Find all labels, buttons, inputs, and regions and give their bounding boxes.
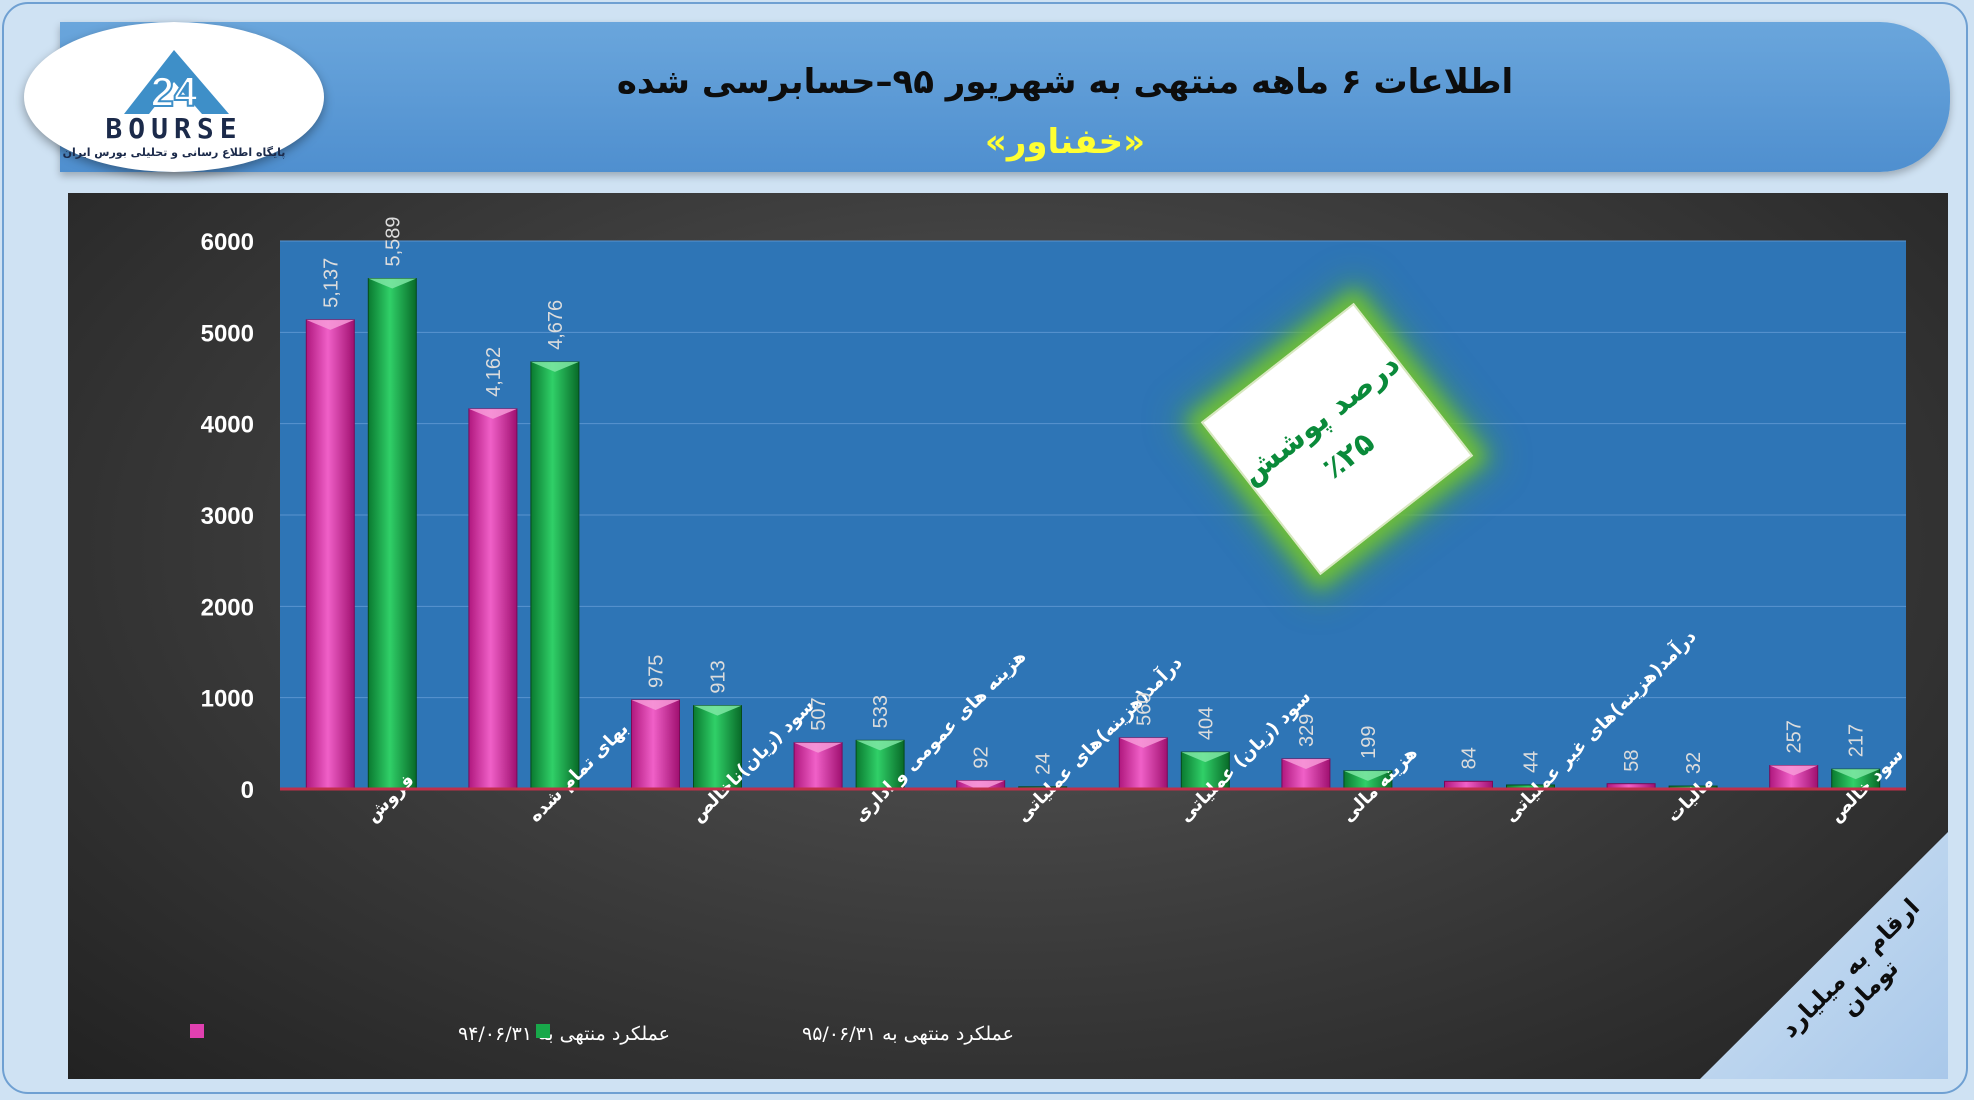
bar-cap-series-1 [794,742,843,753]
y-tick-label: 5000 [201,320,254,347]
title-banner: اطلاعات ۶ ماهه منتهی به شهریور ۹۵–حسابرس… [60,22,1950,172]
data-label-series-1: 975 [646,655,668,688]
y-tick-label: 4000 [201,412,254,439]
company-name: «خفناور» [984,122,1146,162]
bar-series-2 [530,361,580,790]
bar-series-2 [367,278,417,790]
bar-cap-series-2 [1831,769,1880,780]
y-tick-label: 2000 [201,594,254,621]
y-tick-label: 0 [241,777,254,804]
legend-label-series-2: عملکرد منتهی به ۹۵/۰۶/۳۱ [802,1023,1014,1045]
bar-cap-series-1 [1769,765,1818,776]
bar-cap-series-1 [956,780,1005,791]
data-label-series-1: 58 [1621,749,1643,771]
data-label-series-1: 4,162 [483,347,505,397]
logo-tagline: پایگاه اطلاع رسانی و تحلیلی بورس ایران [62,146,286,159]
bar-cap-series-1 [468,408,517,419]
chart-title: اطلاعات ۶ ماهه منتهی به شهریور ۹۵–حسابرس… [616,62,1514,102]
y-tick-label: 3000 [201,503,254,530]
bar-cap-series-2 [693,705,742,716]
legend-label-series-1: عملکرد منتهی به ۹۴/۰۶/۳۱ [458,1023,670,1045]
bar-series-1 [631,699,680,790]
bourse24-logo: 24 BOURSE پایگاه اطلاع رسانی و تحلیلی بو… [24,22,324,172]
data-label-series-1: 92 [971,746,993,768]
legend-swatch-series-2 [536,1024,550,1038]
data-label-series-2: 4,676 [545,300,567,350]
data-label-series-2: 32 [1683,752,1705,774]
data-label-series-2: 533 [870,695,892,728]
logo-number: 24 [151,68,198,115]
data-label-series-2: 404 [1195,707,1217,740]
bar-cap-series-1 [306,319,355,330]
bar-series-1 [305,319,355,790]
bar-cap-series-1 [1119,737,1168,748]
data-label-series-1: 560 [1133,692,1155,725]
bar-cap-series-2 [1343,770,1392,781]
data-label-series-1: 257 [1784,720,1806,753]
data-label-series-2: 5,589 [382,216,404,266]
data-label-series-2: 217 [1846,724,1868,757]
data-label-series-2: 44 [1521,751,1543,773]
bar-series-1 [468,408,518,790]
data-label-series-2: 24 [1033,753,1055,775]
data-label-series-2: 913 [708,660,730,693]
bar-cap-series-2 [856,740,905,751]
data-label-series-1: 329 [1296,714,1318,747]
logo-wordmark: BOURSE [105,112,243,145]
data-label-series-2: 199 [1358,725,1380,758]
data-label-series-1: 5,137 [320,258,342,308]
bar-cap-series-2 [530,361,579,372]
bar-cap-series-1 [1281,758,1330,769]
legend-swatch-series-1 [190,1024,204,1038]
bar-cap-series-1 [631,699,680,710]
logo-mark-icon: 24 [124,50,229,116]
data-label-series-1: 507 [808,697,830,730]
y-tick-label: 6000 [201,229,254,256]
y-tick-label: 1000 [201,686,254,713]
data-label-series-1: 84 [1459,747,1481,769]
bar-cap-series-2 [368,278,417,289]
bar-cap-series-2 [1181,752,1230,763]
